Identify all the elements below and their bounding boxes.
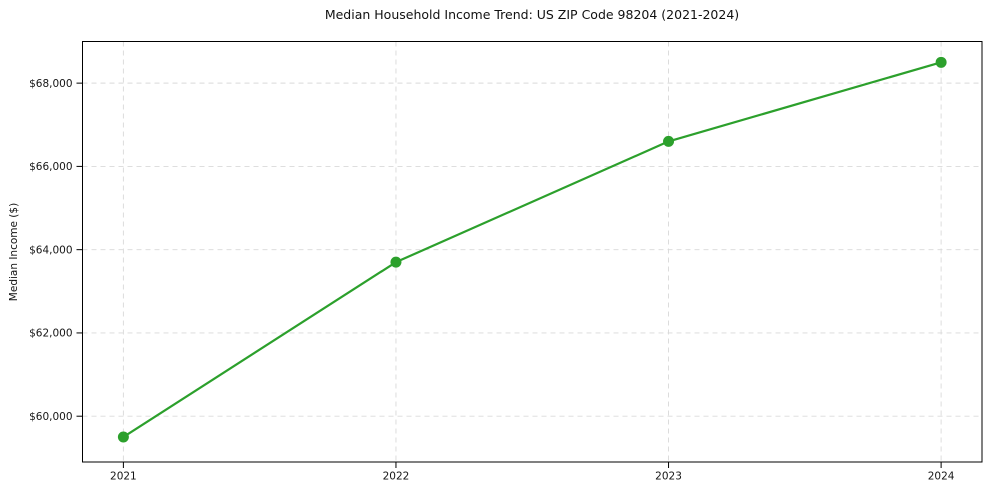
y-tick-label: $60,000 <box>29 411 72 423</box>
data-point-marker <box>935 56 947 68</box>
y-tick-label: $66,000 <box>29 161 72 173</box>
plot-border <box>82 41 983 463</box>
y-tick-label: $62,000 <box>29 328 72 340</box>
x-tick-label: 2022 <box>383 471 410 483</box>
data-point-marker <box>390 256 402 268</box>
y-tick-label: $64,000 <box>29 244 72 256</box>
x-tick-label: 2023 <box>655 471 682 483</box>
income-trend-line <box>122 61 943 439</box>
x-tick-label: 2021 <box>110 471 137 483</box>
data-point-marker <box>663 135 675 147</box>
x-tick-label: 2024 <box>928 471 955 483</box>
y-tick-label: $68,000 <box>29 78 72 90</box>
data-point-marker <box>117 431 129 443</box>
chart-title: Median Household Income Trend: US ZIP Co… <box>324 7 740 22</box>
